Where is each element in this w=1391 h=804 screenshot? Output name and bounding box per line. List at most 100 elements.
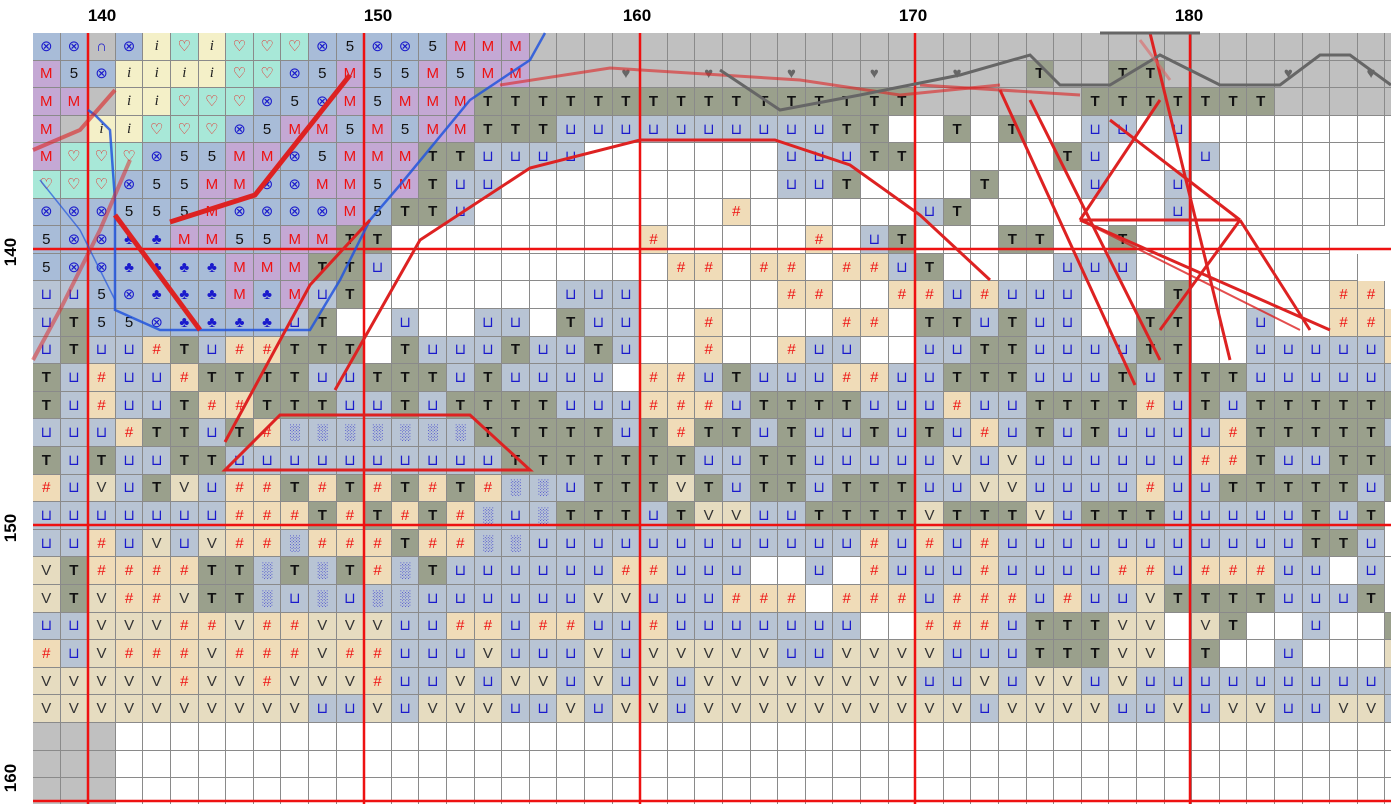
stitch-cell: V <box>585 585 613 613</box>
stitch-cell <box>60 115 89 144</box>
stitch-cell <box>1026 143 1055 171</box>
stitch-cell: M <box>419 60 447 89</box>
stitch-cell: T <box>640 474 668 503</box>
stitch-cell: ♥ <box>1357 60 1386 89</box>
stitch-cell: ⊔ <box>805 640 834 668</box>
stitch-cell <box>1137 198 1165 227</box>
stitch-cell <box>447 281 475 309</box>
stitch-cell: # <box>115 640 144 668</box>
stitch-cell: ⊔ <box>1137 529 1165 558</box>
stitch-cell: ⊔ <box>1054 502 1082 530</box>
stitch-cell <box>171 778 199 804</box>
stitch-cell <box>861 171 889 199</box>
stitch-cell: ⊔ <box>943 281 972 309</box>
stitch-cell <box>861 723 889 751</box>
stitch-cell: 5 <box>253 226 282 254</box>
stitch-cell: # <box>861 364 889 392</box>
stitch-cell <box>1164 253 1193 282</box>
stitch-cell: # <box>198 612 227 641</box>
stitch-cell: ⊔ <box>1026 557 1055 585</box>
stitch-cell: T <box>1054 391 1082 420</box>
stitch-cell: ⊔ <box>60 391 89 420</box>
stitch-cell <box>198 750 227 779</box>
stitch-cell: ⊔ <box>1385 667 1391 696</box>
stitch-cell: ⊔ <box>1275 502 1303 530</box>
stitch-cell <box>33 750 61 779</box>
stitch-cell: ⊔ <box>1026 529 1055 558</box>
stitch-cell: T <box>281 364 309 392</box>
stitch-cell: ⊔ <box>999 391 1027 420</box>
stitch-cell: T <box>667 502 696 530</box>
stitch-cell: ⊔ <box>1302 557 1331 585</box>
stitch-cell: T <box>1109 60 1137 89</box>
stitch-cell: T <box>336 281 365 309</box>
stitch-cell: V <box>143 612 171 641</box>
stitch-cell: M <box>226 143 254 171</box>
stitch-cell: V <box>529 667 558 696</box>
stitch-cell: V <box>171 474 199 503</box>
stitch-cell: ⊔ <box>557 391 585 420</box>
stitch-cell: T <box>750 474 779 503</box>
stitch-cell: T <box>585 447 613 475</box>
stitch-cell: ⊗ <box>143 143 171 171</box>
stitch-cell: ♣ <box>198 281 227 309</box>
stitch-cell <box>667 281 696 309</box>
stitch-cell <box>60 723 89 751</box>
stitch-cell: V <box>1081 695 1110 723</box>
stitch-cell: ⊔ <box>391 667 420 696</box>
stitch-cell <box>612 143 641 171</box>
stitch-cell: ⊔ <box>1302 695 1331 723</box>
stitch-cell: V <box>667 640 696 668</box>
stitch-cell: T <box>474 419 503 447</box>
stitch-cell: ⊔ <box>833 336 861 365</box>
stitch-cell: ⊔ <box>833 143 861 171</box>
stitch-cell: ⊔ <box>1164 502 1193 530</box>
stitch-cell: ⊔ <box>447 447 475 475</box>
stitch-cell: M <box>447 88 475 116</box>
stitch-cell <box>778 309 806 337</box>
stitch-cell: ⊔ <box>1302 667 1331 696</box>
stitch-cell: ░ <box>253 557 282 585</box>
stitch-cell: ⊔ <box>1164 115 1193 144</box>
stitch-cell: # <box>198 391 227 420</box>
stitch-cell: ⊔ <box>1357 529 1386 558</box>
stitch-cell: V <box>1330 695 1358 723</box>
stitch-cell <box>1247 612 1275 641</box>
stitch-cell: T <box>1357 447 1386 475</box>
stitch-cell: # <box>1357 281 1386 309</box>
stitch-cell: T <box>778 88 806 116</box>
stitch-cell <box>833 778 861 804</box>
stitch-cell: # <box>88 391 116 420</box>
stitch-cell: T <box>971 171 999 199</box>
stitch-cell: ⊔ <box>778 143 806 171</box>
stitch-cell: T <box>171 447 199 475</box>
stitch-cell: # <box>723 198 751 227</box>
stitch-cell: ⊗ <box>60 253 89 282</box>
stitch-cell <box>833 33 861 61</box>
stitch-cell: T <box>1192 585 1220 613</box>
stitch-cell: ⊔ <box>447 336 475 365</box>
stitch-cell: ⊔ <box>115 391 144 420</box>
stitch-cell <box>474 778 503 804</box>
stitch-cell: ⊔ <box>916 336 944 365</box>
stitch-cell <box>1385 33 1391 61</box>
stitch-cell <box>1219 723 1248 751</box>
row-label-140: 140 <box>1 237 20 267</box>
stitch-cell: ♣ <box>115 253 144 282</box>
stitch-cell: # <box>419 529 447 558</box>
stitch-cell: V <box>1137 612 1165 641</box>
stitch-cell: ⊔ <box>667 695 696 723</box>
stitch-cell: ⊔ <box>999 640 1027 668</box>
stitch-cell <box>1054 60 1082 89</box>
stitch-cell: ⊔ <box>805 171 834 199</box>
stitch-cell: V <box>833 667 861 696</box>
stitch-cell <box>1275 281 1303 309</box>
stitch-cell: ⊔ <box>1357 557 1386 585</box>
stitch-cell <box>585 33 613 61</box>
stitch-cell <box>419 750 447 779</box>
stitch-cell: ⊔ <box>805 447 834 475</box>
stitch-cell: ⊔ <box>1275 585 1303 613</box>
stitch-cell: V <box>171 695 199 723</box>
stitch-cell <box>529 60 558 89</box>
stitch-cell <box>640 143 668 171</box>
